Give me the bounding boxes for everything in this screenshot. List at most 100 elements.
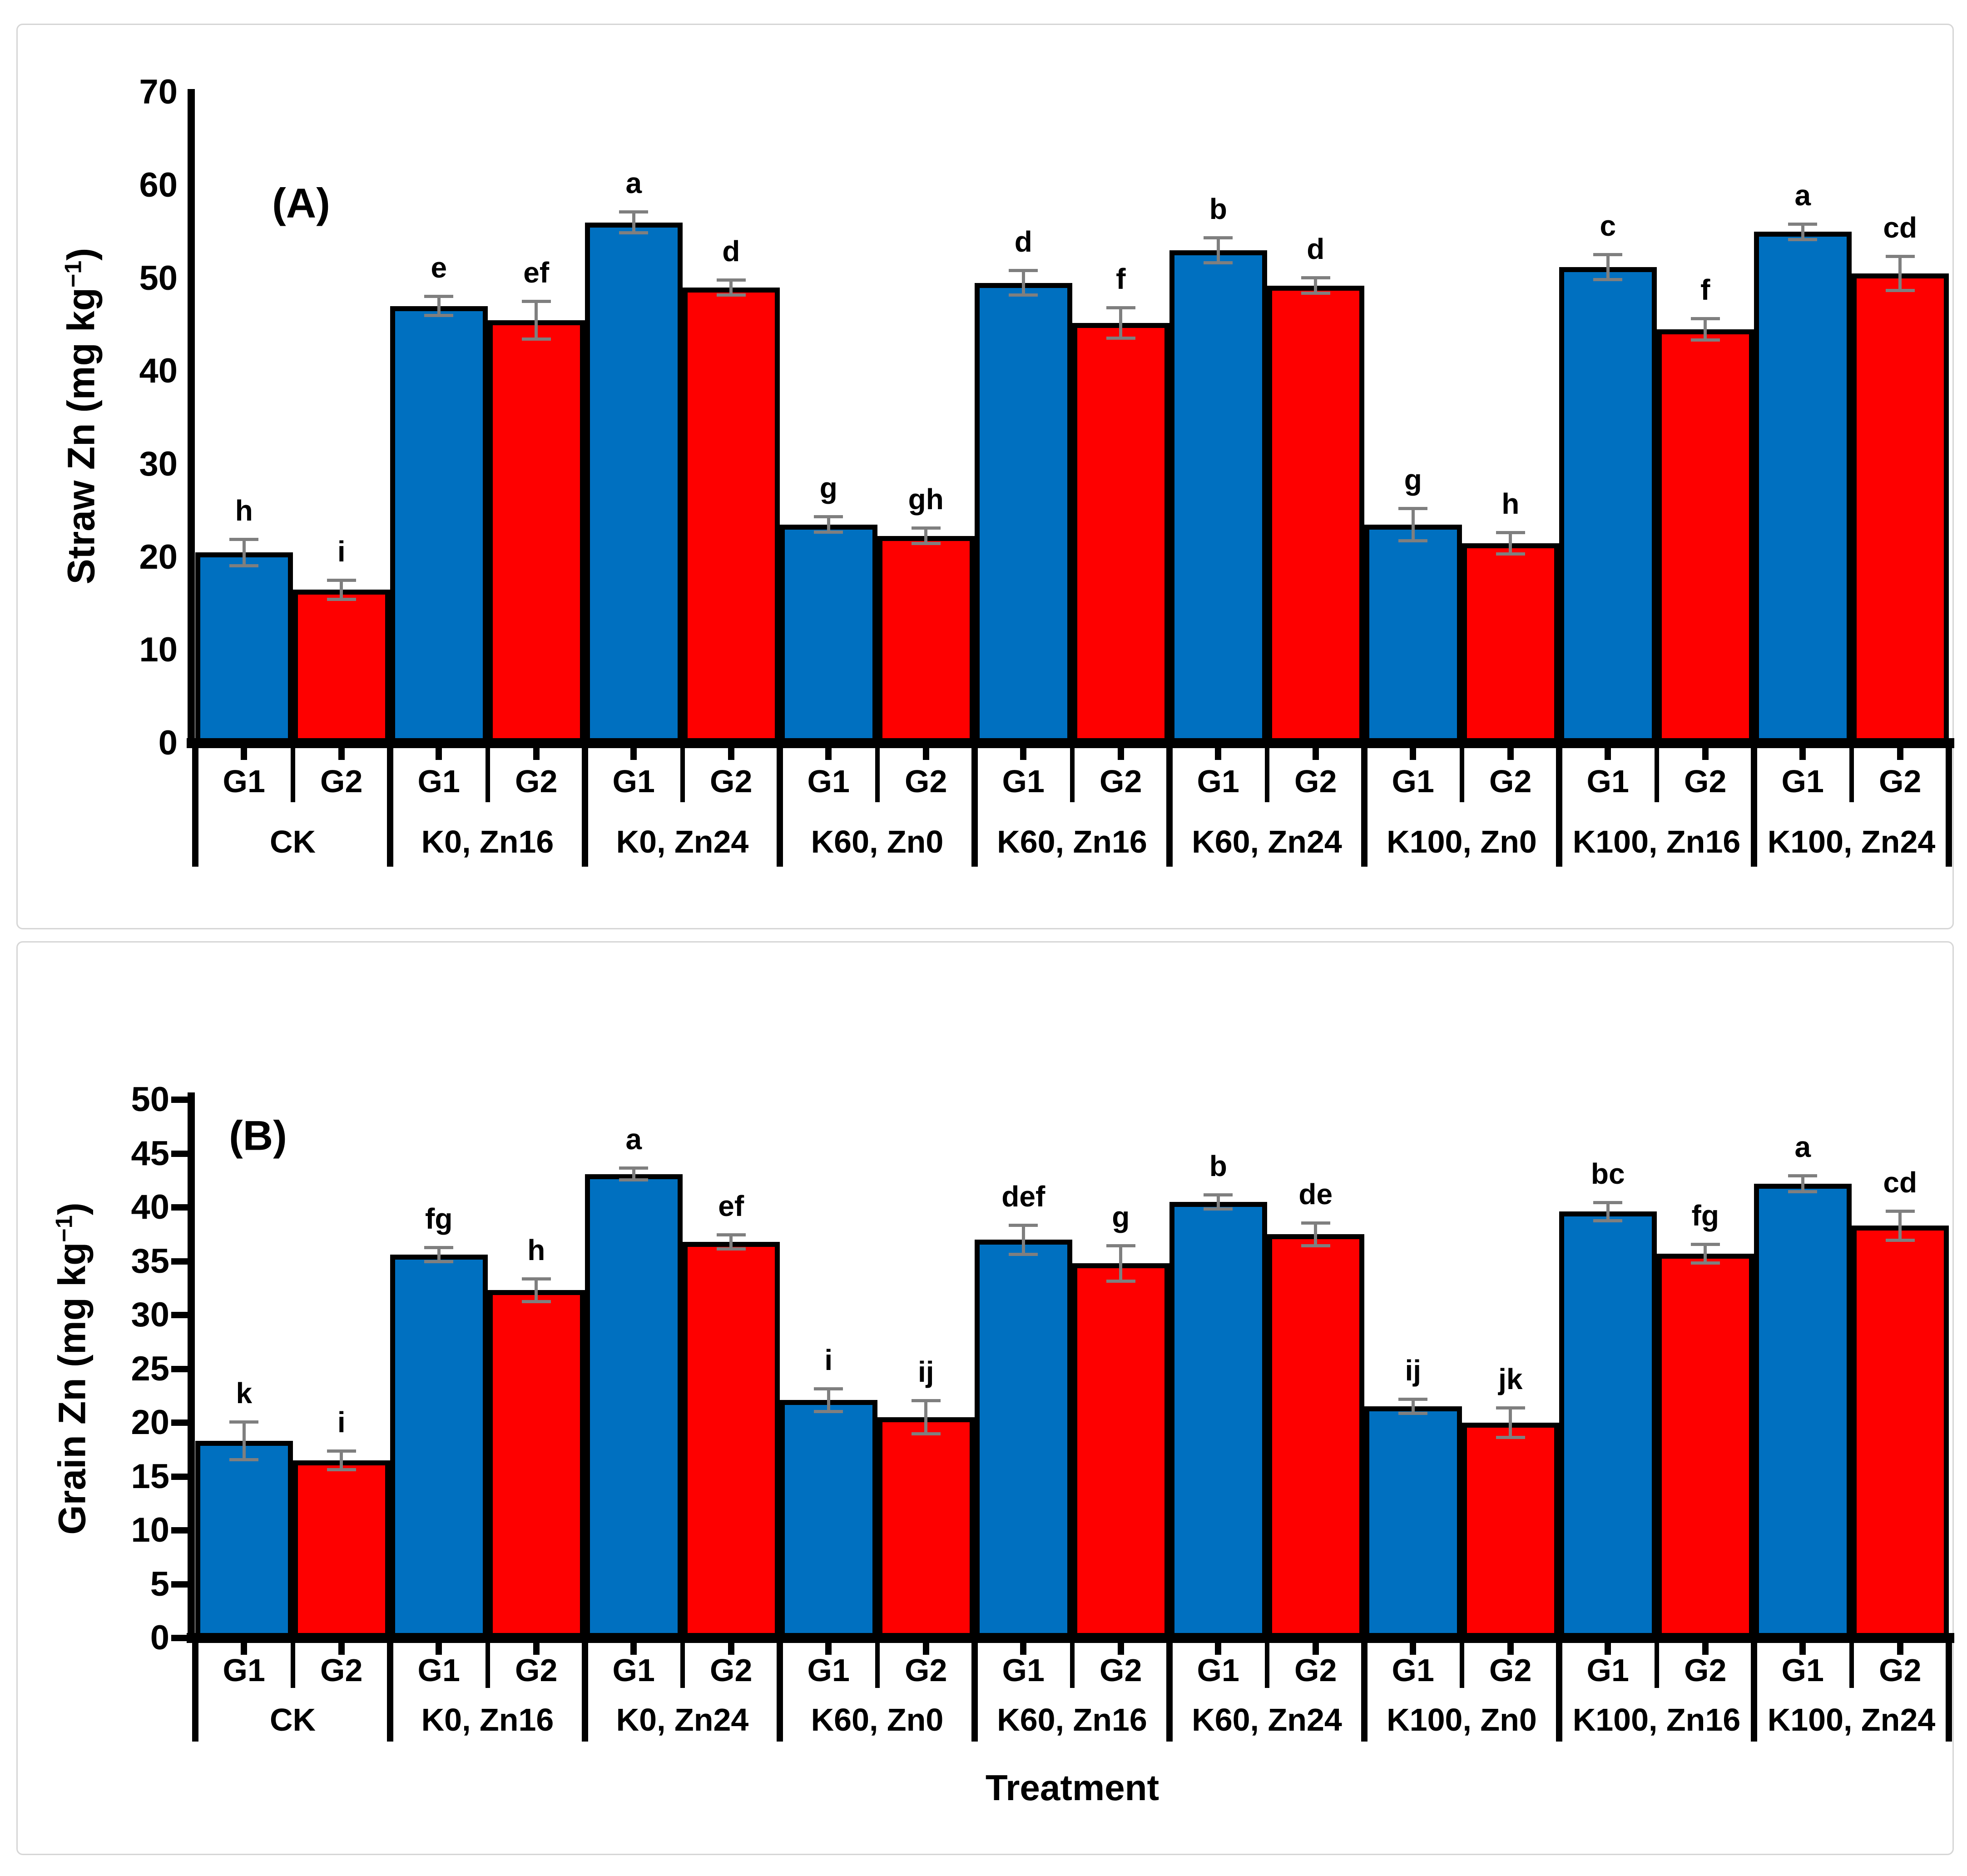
category-tick-mark	[630, 748, 637, 760]
y-tick-label-20: 20	[139, 537, 178, 576]
series-label-g1-k0-zn24: G1	[612, 1653, 655, 1688]
error-bar-g1-k100-zn16	[1593, 253, 1623, 281]
bar-g2-k60-zn24	[1267, 1234, 1364, 1638]
category-label-k0-zn24: K0, Zn24	[616, 1702, 749, 1737]
bar-g2-k100-zn24	[1851, 273, 1949, 743]
error-stem	[632, 1166, 635, 1182]
panel-a-label: (A)	[272, 180, 330, 227]
category-label-k100-zn24: K100, Zn24	[1767, 824, 1936, 859]
error-bar-g2-ck	[327, 1449, 356, 1471]
series-label-g2-k0-zn24: G2	[710, 764, 753, 799]
y-tick-label-30: 30	[139, 444, 178, 483]
group-boundary-line	[387, 1638, 393, 1742]
series-label-g2-k100-zn16: G2	[1684, 1653, 1727, 1688]
bar-g2-k0-zn16	[487, 320, 585, 743]
error-stem	[924, 526, 928, 545]
significance-letter-g2-k60-zn24: de	[1298, 1177, 1333, 1211]
category-label-k100-zn16: K100, Zn16	[1572, 824, 1741, 859]
series-label-g2-k100-zn16: G2	[1684, 764, 1727, 799]
significance-letter-g1-k60-zn16: def	[1001, 1180, 1045, 1213]
category-tick-mark	[728, 748, 734, 760]
error-bar-g1-k0-zn24	[619, 210, 649, 235]
category-tick-mark	[922, 748, 929, 760]
error-stem	[1704, 1243, 1707, 1265]
category-tick-mark	[825, 748, 832, 760]
error-stem	[729, 278, 733, 297]
significance-letter-g1-k100-zn0: g	[1404, 463, 1422, 496]
error-bar-g1-k60-zn24	[1204, 1193, 1233, 1211]
group-boundary-line	[192, 743, 198, 867]
bar-g1-k100-zn16	[1559, 267, 1657, 743]
significance-letter-g2-k100-zn16: f	[1700, 273, 1710, 307]
category-tick-mark	[1702, 1643, 1709, 1655]
bar-g2-k60-zn16	[1072, 1263, 1169, 1638]
category-tick-mark	[1117, 1643, 1124, 1655]
bar-g2-k100-zn16	[1656, 1253, 1754, 1638]
series-label-g1-k100-zn16: G1	[1586, 764, 1629, 799]
g1-g2-divider-k100-zn24	[1849, 743, 1854, 802]
error-stem	[1898, 255, 1902, 293]
error-bar-g2-k100-zn24	[1885, 1209, 1915, 1242]
error-bar-g1-k100-zn0	[1398, 507, 1428, 542]
error-bar-g1-k60-zn16	[1009, 1223, 1038, 1256]
error-stem	[1411, 507, 1415, 542]
bar-g1-ck	[195, 1441, 293, 1638]
y-tick-label-20: 20	[131, 1403, 169, 1442]
error-stem	[924, 1399, 928, 1436]
y-tick-label-15: 15	[131, 1457, 169, 1496]
error-bar-g1-k60-zn0	[814, 515, 843, 534]
y-tick-mark-20	[171, 1419, 188, 1426]
category-label-k0-zn16: K0, Zn16	[421, 1702, 554, 1737]
category-tick-mark	[241, 1643, 248, 1655]
significance-letter-g2-k0-zn16: ef	[523, 256, 550, 289]
bar-g1-k60-zn0	[780, 1400, 877, 1638]
group-boundary-line	[192, 1638, 198, 1742]
error-stem	[340, 578, 343, 601]
y-tick-mark-10	[171, 1527, 188, 1534]
error-stem	[535, 1277, 538, 1303]
error-bar-g1-k0-zn16	[424, 295, 454, 318]
significance-letter-g1-ck: k	[236, 1377, 253, 1410]
series-label-g2-k100-zn24: G2	[1879, 1653, 1922, 1688]
significance-letter-g2-k100-zn0: jk	[1498, 1363, 1523, 1396]
series-label-g2-k60-zn0: G2	[905, 764, 947, 799]
group-boundary-line	[1361, 1638, 1367, 1742]
series-label-g2-k0-zn24: G2	[710, 1653, 753, 1688]
category-tick-mark	[1410, 748, 1417, 760]
series-label-g1-k100-zn24: G1	[1781, 764, 1824, 799]
category-tick-mark	[825, 1643, 832, 1655]
group-boundary-line	[971, 743, 978, 867]
bar-g1-k100-zn0	[1364, 1406, 1462, 1638]
category-tick-mark	[338, 748, 345, 760]
series-label-g1-k100-zn16: G1	[1586, 1653, 1629, 1688]
error-bar-g2-k100-zn16	[1690, 1243, 1720, 1265]
significance-letter-g1-k100-zn24: a	[1794, 1130, 1811, 1163]
y-tick-label-0: 0	[158, 724, 178, 762]
category-tick-mark	[1312, 748, 1319, 760]
g1-g2-divider-k0-zn16	[485, 1638, 490, 1688]
category-tick-mark	[1215, 748, 1222, 760]
y-tick-mark-15	[171, 1473, 188, 1480]
series-label-g1-k0-zn16: G1	[417, 1653, 460, 1688]
bar-g2-k100-zn0	[1462, 543, 1559, 743]
category-label-k60-zn24: K60, Zn24	[1192, 824, 1342, 859]
y-tick-mark-40	[171, 1204, 188, 1211]
bar-g2-k0-zn24	[682, 1241, 780, 1638]
y-tick-label-70: 70	[139, 73, 178, 112]
y-tick-label-50: 50	[131, 1080, 169, 1119]
error-bar-g1-k100-zn16	[1593, 1201, 1623, 1223]
y-tick-label-45: 45	[131, 1134, 169, 1173]
y-tick-label-25: 25	[131, 1349, 169, 1388]
bar-g2-k100-zn24	[1851, 1226, 1949, 1638]
group-boundary-line	[1166, 1638, 1173, 1742]
category-tick-mark	[533, 748, 540, 760]
error-stem	[729, 1233, 733, 1251]
group-boundary-line	[1361, 743, 1367, 867]
category-tick-mark	[630, 1643, 637, 1655]
series-label-g1-ck: G1	[223, 1653, 265, 1688]
bar-g1-k100-zn0	[1364, 524, 1462, 743]
category-tick-mark	[1799, 1643, 1806, 1655]
error-bar-g2-k60-zn24	[1301, 276, 1330, 295]
error-bar-g2-k100-zn0	[1496, 531, 1525, 556]
plot-area-b: 0 5 10 15 20 25 30 35 40 45 50 k fg a i def b ij bc a i h ef ij…	[18, 943, 1954, 1854]
